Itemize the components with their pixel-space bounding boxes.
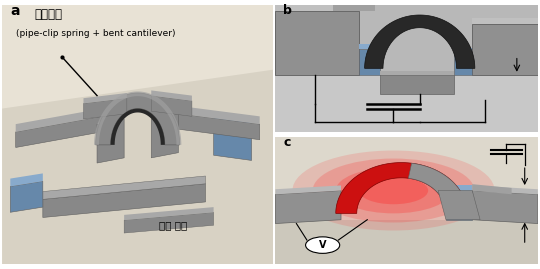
Polygon shape [472, 24, 538, 75]
Polygon shape [360, 44, 380, 49]
Polygon shape [446, 190, 472, 220]
Polygon shape [151, 90, 192, 101]
Text: V: V [319, 240, 326, 250]
Circle shape [306, 237, 340, 253]
Polygon shape [16, 106, 116, 132]
Polygon shape [333, 5, 375, 11]
Polygon shape [472, 190, 538, 224]
Polygon shape [96, 93, 180, 145]
Polygon shape [214, 116, 252, 129]
Polygon shape [2, 70, 273, 264]
Polygon shape [214, 124, 252, 160]
Polygon shape [2, 5, 273, 264]
Polygon shape [472, 17, 538, 24]
Polygon shape [275, 137, 538, 264]
Polygon shape [159, 111, 260, 140]
Polygon shape [380, 71, 454, 75]
Text: b: b [284, 4, 292, 17]
Polygon shape [159, 103, 260, 124]
Ellipse shape [313, 158, 474, 222]
Text: (pipe-clip spring + bent cantilever): (pipe-clip spring + bent cantilever) [16, 29, 175, 38]
Polygon shape [10, 174, 43, 186]
Polygon shape [275, 75, 538, 132]
Polygon shape [275, 5, 360, 11]
Polygon shape [111, 109, 165, 145]
Text: 상부전극: 상부전극 [35, 8, 63, 21]
Polygon shape [94, 91, 181, 145]
Polygon shape [364, 15, 475, 68]
Polygon shape [10, 181, 43, 212]
Polygon shape [472, 185, 538, 194]
Polygon shape [97, 111, 132, 124]
Polygon shape [336, 162, 467, 213]
Polygon shape [438, 190, 480, 220]
Polygon shape [380, 75, 454, 94]
Polygon shape [472, 184, 511, 194]
Polygon shape [408, 163, 467, 213]
Text: a: a [10, 4, 20, 18]
Polygon shape [454, 48, 472, 53]
Ellipse shape [293, 151, 495, 231]
Ellipse shape [359, 177, 428, 204]
Polygon shape [275, 11, 360, 75]
Polygon shape [275, 190, 341, 224]
Polygon shape [151, 106, 186, 119]
Polygon shape [84, 98, 127, 119]
Polygon shape [275, 185, 341, 194]
Polygon shape [151, 95, 192, 116]
Ellipse shape [336, 168, 451, 213]
Polygon shape [43, 176, 205, 199]
Polygon shape [97, 119, 124, 163]
Text: 하부 전굱: 하부 전굱 [159, 220, 187, 230]
Polygon shape [43, 184, 205, 217]
Polygon shape [124, 207, 214, 220]
Polygon shape [454, 53, 472, 75]
Text: c: c [284, 136, 291, 149]
Polygon shape [151, 114, 178, 158]
Polygon shape [16, 114, 116, 147]
Polygon shape [275, 5, 538, 132]
Polygon shape [84, 93, 127, 103]
Polygon shape [275, 220, 538, 264]
Polygon shape [446, 185, 472, 190]
Polygon shape [360, 49, 380, 75]
Polygon shape [124, 212, 214, 233]
